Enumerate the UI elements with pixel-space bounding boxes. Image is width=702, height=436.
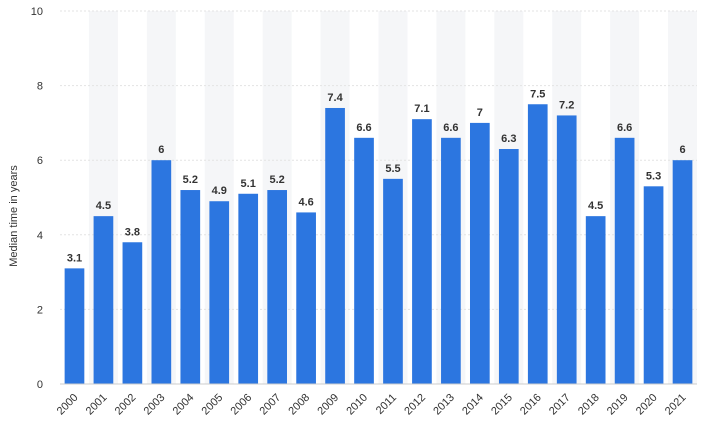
bar-2008 xyxy=(296,212,316,384)
data-label-2020: 5.3 xyxy=(646,170,661,182)
x-tick-label-2007: 2007 xyxy=(257,392,283,418)
bar-2018 xyxy=(585,216,606,384)
y-tick-label: 10 xyxy=(31,6,43,18)
y-axis-ticks: 0 2 4 6 8 10 xyxy=(31,6,43,391)
bar-2007 xyxy=(267,190,288,384)
data-label-2007: 5.2 xyxy=(270,174,285,186)
x-tick-label-2013: 2013 xyxy=(431,392,457,418)
bar-2006 xyxy=(238,193,259,384)
data-label-2005: 4.9 xyxy=(212,185,227,197)
data-label-2006: 5.1 xyxy=(241,178,256,190)
x-tick-label-2006: 2006 xyxy=(229,392,255,418)
data-label-2013: 6.6 xyxy=(443,122,458,134)
x-tick-label-2018: 2018 xyxy=(576,392,602,418)
x-tick-label-2000: 2000 xyxy=(55,392,81,418)
y-tick-label: 4 xyxy=(37,230,43,242)
data-label-2004: 5.2 xyxy=(183,174,198,186)
data-label-2012: 7.1 xyxy=(414,103,429,115)
bar-2010 xyxy=(354,137,374,384)
x-tick-label-2001: 2001 xyxy=(84,392,110,418)
x-tick-label-2020: 2020 xyxy=(634,392,660,418)
data-label-2019: 6.6 xyxy=(617,122,632,134)
x-tick-label-2008: 2008 xyxy=(286,392,312,418)
bar-2013 xyxy=(441,137,461,384)
x-tick-label-2014: 2014 xyxy=(460,392,486,418)
y-tick-label: 8 xyxy=(37,81,43,93)
bar-2003 xyxy=(151,160,172,384)
bar-2000 xyxy=(64,268,85,384)
y-axis-label: Median time in years xyxy=(8,165,20,267)
x-tick-label-2005: 2005 xyxy=(200,392,226,418)
bar-2016 xyxy=(527,104,548,384)
data-label-2002: 3.8 xyxy=(125,226,140,238)
bar-2012 xyxy=(412,119,432,385)
data-label-2014: 7 xyxy=(477,107,483,119)
data-label-2001: 4.5 xyxy=(96,200,111,212)
x-tick-label-2002: 2002 xyxy=(113,392,139,418)
data-label-2000: 3.1 xyxy=(67,252,82,264)
x-tick-label-2003: 2003 xyxy=(142,392,168,418)
bar-2011 xyxy=(383,178,403,384)
data-label-2018: 4.5 xyxy=(588,200,603,212)
x-tick-label-2010: 2010 xyxy=(344,392,370,418)
data-label-2021: 6 xyxy=(679,144,685,156)
x-axis-ticks: 2000 2001 2002 2003 2004 2005 2006 2007 2008 2009… xyxy=(55,392,689,418)
data-label-2003: 6 xyxy=(158,144,164,156)
bar-2001 xyxy=(93,216,114,384)
x-tick-label-2011: 2011 xyxy=(374,392,399,417)
y-tick-label: 2 xyxy=(37,304,43,316)
bar-2004 xyxy=(180,190,201,384)
bar-2014 xyxy=(469,122,490,385)
y-tick-label: 0 xyxy=(37,379,43,391)
y-tick-label: 6 xyxy=(37,155,43,167)
bars xyxy=(64,104,693,385)
bar-2020 xyxy=(643,186,664,384)
bar-2015 xyxy=(498,149,519,384)
data-label-2011: 5.5 xyxy=(385,163,400,175)
x-tick-label-2019: 2019 xyxy=(605,392,631,418)
x-tick-label-2021: 2021 xyxy=(663,392,689,418)
data-label-2009: 7.4 xyxy=(327,92,343,104)
data-label-2008: 4.6 xyxy=(298,196,313,208)
bar-2021 xyxy=(672,160,693,384)
x-tick-label-2015: 2015 xyxy=(489,392,515,418)
data-label-2010: 6.6 xyxy=(356,122,371,134)
x-tick-label-2016: 2016 xyxy=(518,392,544,418)
bar-2002 xyxy=(122,242,143,384)
bar-2017 xyxy=(556,115,577,384)
bar-2009 xyxy=(325,107,345,384)
x-tick-label-2012: 2012 xyxy=(402,392,428,418)
bar-2005 xyxy=(209,201,230,384)
data-label-2015: 6.3 xyxy=(501,133,516,145)
x-tick-label-2004: 2004 xyxy=(171,392,197,418)
data-labels: 3.1 4.5 3.8 6 5.2 4.9 5.1 5.2 4.6 7.4 6.6 5.5 7.1 6.6… xyxy=(67,88,686,264)
data-label-2017: 7.2 xyxy=(559,99,574,111)
x-tick-label-2009: 2009 xyxy=(315,392,341,418)
x-tick-label-2017: 2017 xyxy=(547,392,573,418)
bar-2019 xyxy=(614,137,635,384)
data-label-2016: 7.5 xyxy=(530,88,545,100)
